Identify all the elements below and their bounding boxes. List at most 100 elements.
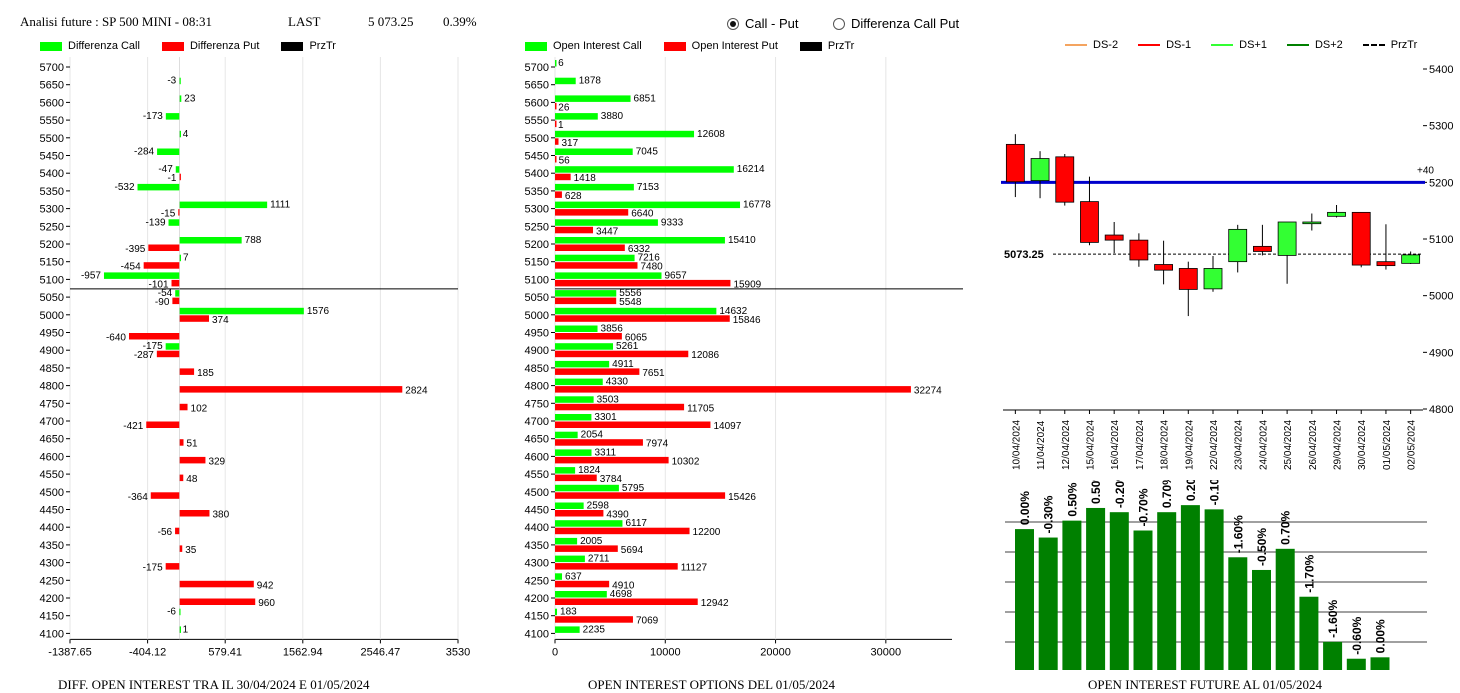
y-tick-label: 5450	[525, 151, 549, 163]
put-value-label: 4910	[612, 580, 635, 591]
y-tick-label: 5650	[40, 80, 64, 92]
legend-line-ds-m2	[1065, 44, 1087, 46]
x-tick-label: 01/05/2024	[1382, 420, 1393, 470]
call-bar	[555, 360, 610, 368]
call-value-label: 5261	[616, 341, 639, 352]
y-tick-label: 4850	[525, 363, 549, 375]
x-tick-label: 2546.47	[361, 646, 401, 658]
call-value-label: 23	[184, 93, 196, 104]
x-tick-label: 0	[552, 646, 558, 658]
call-bar	[555, 396, 594, 403]
radio-diff-call-put[interactable]: Differenza Call Put	[833, 16, 959, 31]
bar-value-label: -0.60%	[1350, 616, 1364, 654]
radio-call-put[interactable]: Call - Put	[727, 16, 798, 31]
legend-candles: DS-2 DS-1 DS+1 DS+2 PrzTr	[1065, 39, 1417, 51]
call-bar	[179, 307, 304, 315]
y-tick-label: 4900	[1429, 347, 1453, 359]
call-value-label: -532	[114, 182, 134, 193]
put-value-label: 32274	[914, 386, 942, 397]
bar-value-label: -0.70%	[1137, 488, 1151, 526]
legend-line-ds-p2	[1286, 44, 1309, 46]
put-value-label: 185	[197, 368, 214, 379]
put-value-label: -454	[121, 262, 141, 273]
put-value-label: -364	[128, 492, 148, 503]
y-tick-label: 5300	[40, 204, 64, 216]
put-value-label: 11127	[681, 563, 708, 574]
call-bar	[179, 626, 181, 633]
call-value-label: 4698	[610, 589, 633, 600]
caption-diff: DIFF. OPEN INTEREST TRA IL 30/04/2024 E …	[58, 677, 370, 692]
legend-line-ds-m1	[1138, 44, 1161, 46]
radio-call-put-label: Call - Put	[745, 16, 799, 31]
candle-body	[1154, 264, 1173, 271]
call-value-label: 16778	[743, 200, 771, 211]
call-bar	[555, 378, 603, 386]
call-bar	[555, 95, 631, 102]
call-bar	[555, 166, 734, 173]
put-bar	[555, 474, 597, 482]
y-tick-label: 4900	[525, 345, 549, 357]
legend-label: Differenza Put	[189, 40, 260, 52]
candle-body	[1178, 268, 1198, 290]
y-tick-label: 4100	[525, 628, 549, 640]
y-tick-label: 4500	[40, 487, 64, 499]
put-value-label: 48	[186, 474, 198, 485]
legend-label: PrzTr	[309, 40, 336, 52]
call-bar	[555, 573, 563, 580]
y-tick-label: 4800	[1429, 404, 1453, 416]
put-value-label: 7480	[640, 262, 663, 273]
y-tick-label: 4400	[525, 522, 549, 534]
call-value-label: -173	[143, 111, 163, 122]
x-tick-label: 15/04/2024	[1085, 420, 1096, 470]
x-tick-label: 10000	[650, 646, 681, 658]
put-bar	[555, 510, 604, 517]
legend-line-prztr	[1362, 44, 1385, 46]
y-tick-label: 4650	[40, 434, 64, 446]
y-tick-label: 4200	[40, 593, 64, 605]
put-value-label: 1	[558, 120, 564, 131]
call-value-label: 2005	[580, 536, 603, 547]
y-tick-label: 4850	[40, 363, 64, 375]
y-tick-label: 5500	[40, 133, 64, 145]
put-bar	[179, 510, 210, 517]
call-bar	[555, 608, 558, 616]
future-oi-bar	[1323, 641, 1343, 670]
last-change-percent: 0.39%	[443, 14, 477, 29]
put-bar	[555, 120, 557, 128]
call-value-label: 3503	[597, 394, 620, 405]
call-value-label: 183	[560, 607, 577, 618]
y-tick-label: 5700	[40, 62, 64, 74]
caption-future: OPEN INTEREST FUTURE AL 01/05/2024	[1088, 677, 1323, 692]
put-bar	[128, 333, 180, 340]
put-value-label: 317	[561, 138, 578, 149]
y-tick-label: 5450	[40, 151, 64, 163]
legend-swatch-prztr	[281, 41, 304, 51]
y-tick-label: 5250	[525, 221, 549, 233]
put-value-label: 6640	[631, 209, 654, 220]
future-oi-bar	[1038, 537, 1058, 670]
call-value-label: -284	[134, 147, 154, 158]
candle-body	[1351, 211, 1371, 266]
y-tick-label: 5600	[525, 97, 549, 109]
future-oi-bar	[1086, 507, 1106, 670]
y-tick-label: 5600	[40, 97, 64, 109]
put-bar	[179, 580, 254, 588]
put-value-label: 10302	[672, 456, 700, 467]
y-tick-label: 5050	[40, 292, 64, 304]
call-bar	[165, 343, 180, 350]
y-tick-label: 5000	[525, 310, 549, 322]
bar-value-label: -0.30%	[1042, 495, 1056, 533]
call-value-label: 15410	[728, 235, 756, 246]
call-value-label: -6	[167, 607, 176, 618]
put-bar	[171, 279, 180, 287]
put-bar	[555, 279, 731, 287]
put-bar	[555, 138, 559, 145]
call-value-label: 4911	[612, 359, 634, 370]
put-bar	[555, 545, 618, 552]
call-value-label: 1	[183, 624, 189, 635]
x-tick-label: 30000	[871, 646, 902, 658]
put-bar	[179, 315, 209, 322]
call-value-label: -139	[146, 217, 166, 228]
call-bar	[555, 555, 585, 563]
legend-label: DS-2	[1093, 39, 1119, 51]
